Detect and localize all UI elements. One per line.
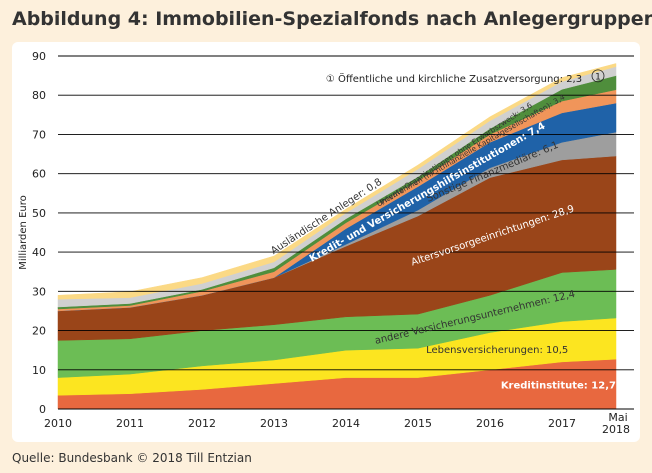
y-tick-label-90: 90	[32, 50, 46, 63]
y-tick-label-70: 70	[32, 128, 46, 141]
source-note: Quelle: Bundesbank © 2018 Till Entzian	[12, 451, 252, 465]
y-axis-label: Milliarden Euro	[18, 195, 29, 270]
y-tick-label-60: 60	[32, 168, 46, 181]
x-tick-label-5: 2015	[404, 417, 432, 430]
x-tick-label-1: 2011	[116, 417, 144, 430]
annotation-footnote: ① Öffentliche und kirchliche Zusatzverso…	[326, 72, 582, 85]
y-tick-label-80: 80	[32, 89, 46, 102]
x-tick-label-4: 2014	[332, 417, 360, 430]
stacked-area-chart: 0 10 20 30 40 50 60 70 80 90 Milliarden Euro 2010 20…	[18, 50, 634, 436]
y-tick-label-10: 10	[32, 364, 46, 377]
area-series-9	[57, 63, 617, 300]
x-tick-label-2: 2012	[188, 417, 216, 430]
x-tick-label-8-a: Mai	[608, 411, 627, 424]
annotation-marker-number: 1	[595, 72, 601, 82]
y-tick-label-30: 30	[32, 285, 46, 298]
chart-title: Abbildung 4: Immobilien-Spezialfonds nac…	[12, 8, 652, 30]
y-tick-label-20: 20	[32, 325, 46, 338]
series-label-1: Lebensversicherungen: 10,5	[426, 345, 568, 356]
y-tick-label-40: 40	[32, 246, 46, 259]
x-tick-label-8-b: 2018	[602, 423, 630, 436]
y-tick-label-0: 0	[39, 403, 46, 416]
y-tick-label-50: 50	[32, 207, 46, 220]
series-label-0: Kreditinstitute: 12,7	[501, 381, 616, 392]
x-tick-label-0: 2010	[44, 417, 72, 430]
x-tick-label-7: 2017	[548, 417, 576, 430]
x-tick-label-3: 2013	[260, 417, 288, 430]
chart-panel: 0 10 20 30 40 50 60 70 80 90 Milliarden Euro 2010 20…	[12, 42, 640, 442]
annotation-marker-circle	[591, 69, 605, 83]
x-tick-label-6: 2016	[476, 417, 504, 430]
